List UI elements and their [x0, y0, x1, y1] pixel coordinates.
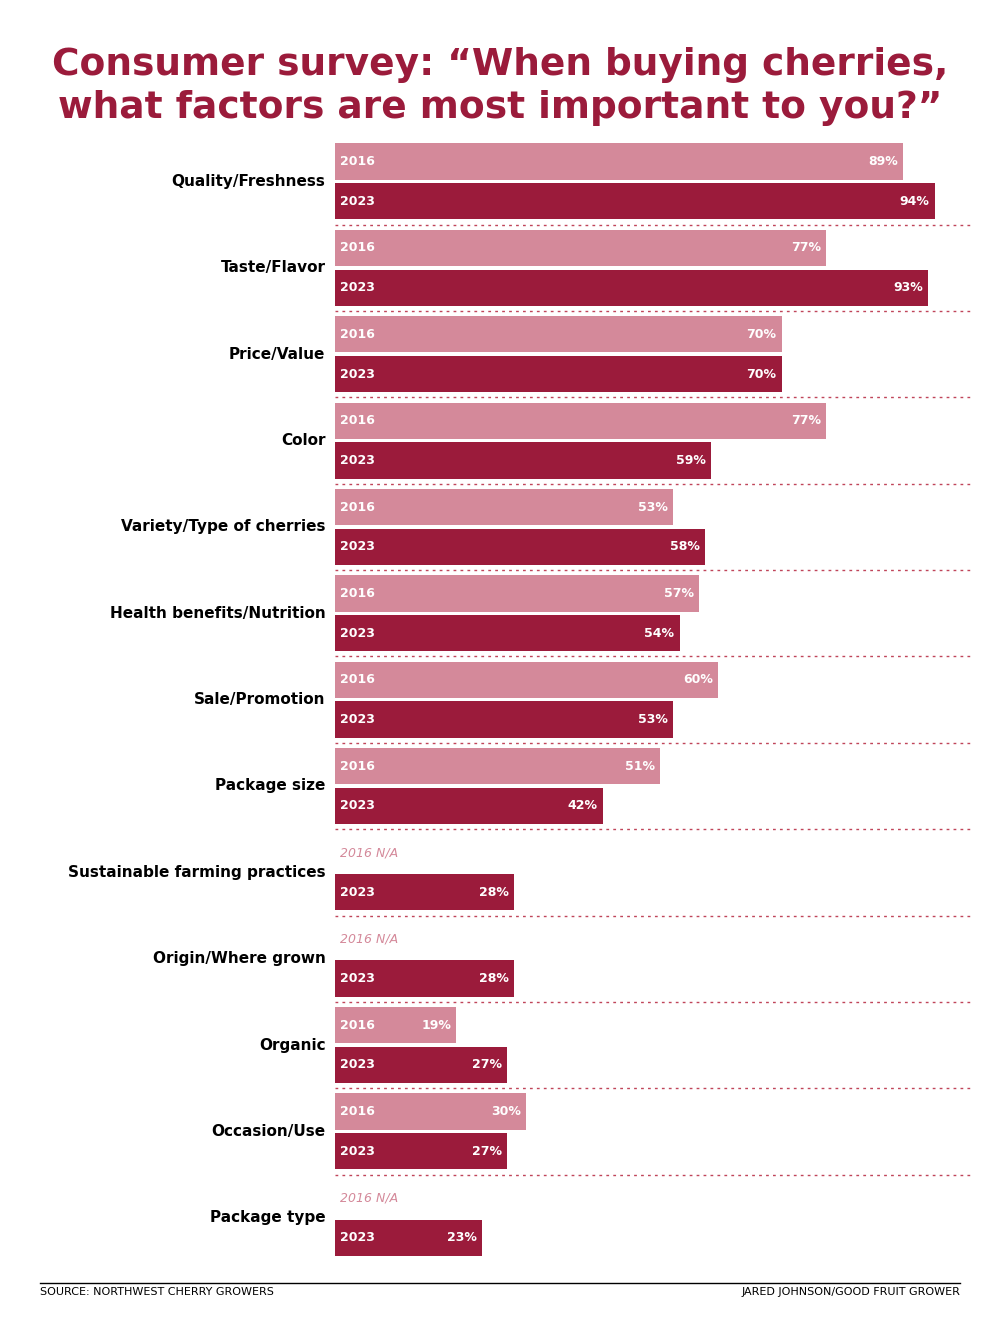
Text: 2016: 2016: [340, 328, 375, 341]
Text: 2023: 2023: [340, 712, 375, 726]
Text: 28%: 28%: [479, 972, 509, 986]
Text: 51%: 51%: [625, 759, 655, 773]
Bar: [335, 1047, 507, 1083]
Text: 27%: 27%: [472, 1145, 502, 1158]
Text: 2016: 2016: [340, 674, 375, 687]
Text: Occasion/Use: Occasion/Use: [211, 1123, 325, 1139]
Text: 60%: 60%: [683, 674, 713, 687]
Text: 58%: 58%: [670, 540, 700, 553]
Text: 54%: 54%: [644, 627, 674, 640]
Bar: [335, 960, 514, 996]
Text: Consumer survey: “When buying cherries,
what factors are most important to you?”: Consumer survey: “When buying cherries, …: [52, 47, 948, 126]
Text: Variety/Type of cherries: Variety/Type of cherries: [121, 520, 325, 534]
Text: Color: Color: [281, 432, 325, 449]
Bar: [335, 874, 514, 911]
Bar: [335, 489, 673, 525]
Bar: [335, 1133, 507, 1169]
Text: 2023: 2023: [340, 885, 375, 898]
Text: Price/Value: Price/Value: [229, 347, 325, 362]
Text: 2016 N/A: 2016 N/A: [340, 846, 398, 860]
Text: 59%: 59%: [676, 454, 706, 467]
Bar: [335, 749, 660, 785]
Text: 2016: 2016: [340, 501, 375, 514]
Text: 19%: 19%: [421, 1019, 451, 1032]
Text: 53%: 53%: [638, 712, 668, 726]
Text: 2016: 2016: [340, 155, 375, 167]
Text: 2023: 2023: [340, 194, 375, 208]
Text: 2016: 2016: [340, 586, 375, 600]
Text: Sale/Promotion: Sale/Promotion: [194, 692, 325, 707]
Bar: [335, 269, 928, 305]
Text: 2023: 2023: [340, 972, 375, 986]
Text: Package type: Package type: [210, 1210, 325, 1225]
Bar: [335, 1007, 456, 1043]
Text: 42%: 42%: [568, 799, 598, 813]
Text: 2023: 2023: [340, 540, 375, 553]
Text: 28%: 28%: [479, 885, 509, 898]
Text: 23%: 23%: [447, 1232, 477, 1244]
Text: 2023: 2023: [340, 281, 375, 295]
Text: 2016 N/A: 2016 N/A: [340, 932, 398, 945]
Bar: [335, 1220, 482, 1256]
Bar: [335, 787, 603, 823]
Text: 53%: 53%: [638, 501, 668, 514]
Text: 70%: 70%: [746, 367, 776, 380]
Text: 2023: 2023: [340, 627, 375, 640]
Bar: [335, 183, 935, 220]
Text: 2016: 2016: [340, 241, 375, 254]
Text: 2023: 2023: [340, 799, 375, 813]
Bar: [335, 403, 826, 439]
Text: 2016: 2016: [340, 1019, 375, 1032]
Text: 2023: 2023: [340, 454, 375, 467]
Text: Package size: Package size: [215, 778, 325, 794]
Text: 27%: 27%: [472, 1058, 502, 1071]
Text: Health benefits/Nutrition: Health benefits/Nutrition: [110, 605, 325, 621]
Text: 93%: 93%: [893, 281, 923, 295]
Bar: [335, 143, 903, 179]
Text: Sustainable farming practices: Sustainable farming practices: [68, 865, 325, 880]
Bar: [335, 615, 680, 651]
Text: 2023: 2023: [340, 367, 375, 380]
Bar: [335, 1094, 526, 1130]
Text: 77%: 77%: [791, 414, 821, 427]
Text: SOURCE: NORTHWEST CHERRY GROWERS: SOURCE: NORTHWEST CHERRY GROWERS: [40, 1287, 274, 1296]
Text: Taste/Flavor: Taste/Flavor: [220, 260, 325, 276]
Bar: [335, 230, 826, 266]
Text: Quality/Freshness: Quality/Freshness: [172, 174, 325, 189]
Text: 2016 N/A: 2016 N/A: [340, 1192, 398, 1205]
Text: 77%: 77%: [791, 241, 821, 254]
Text: 94%: 94%: [900, 194, 930, 208]
Text: 70%: 70%: [746, 328, 776, 341]
Text: 2023: 2023: [340, 1145, 375, 1158]
Text: 89%: 89%: [868, 155, 898, 167]
Text: 2016: 2016: [340, 414, 375, 427]
Text: 2016: 2016: [340, 759, 375, 773]
Text: 2016: 2016: [340, 1105, 375, 1118]
Text: 57%: 57%: [664, 586, 694, 600]
Bar: [335, 356, 782, 392]
Bar: [335, 661, 718, 698]
Bar: [335, 442, 711, 478]
Text: JARED JOHNSON/GOOD FRUIT GROWER: JARED JOHNSON/GOOD FRUIT GROWER: [741, 1287, 960, 1296]
Text: Origin/Where grown: Origin/Where grown: [153, 951, 325, 967]
Bar: [335, 576, 699, 612]
Text: 2023: 2023: [340, 1058, 375, 1071]
Text: Organic: Organic: [259, 1038, 325, 1052]
Bar: [335, 316, 782, 352]
Text: 2023: 2023: [340, 1232, 375, 1244]
Bar: [335, 702, 673, 738]
Bar: [335, 529, 705, 565]
Text: 30%: 30%: [491, 1105, 521, 1118]
